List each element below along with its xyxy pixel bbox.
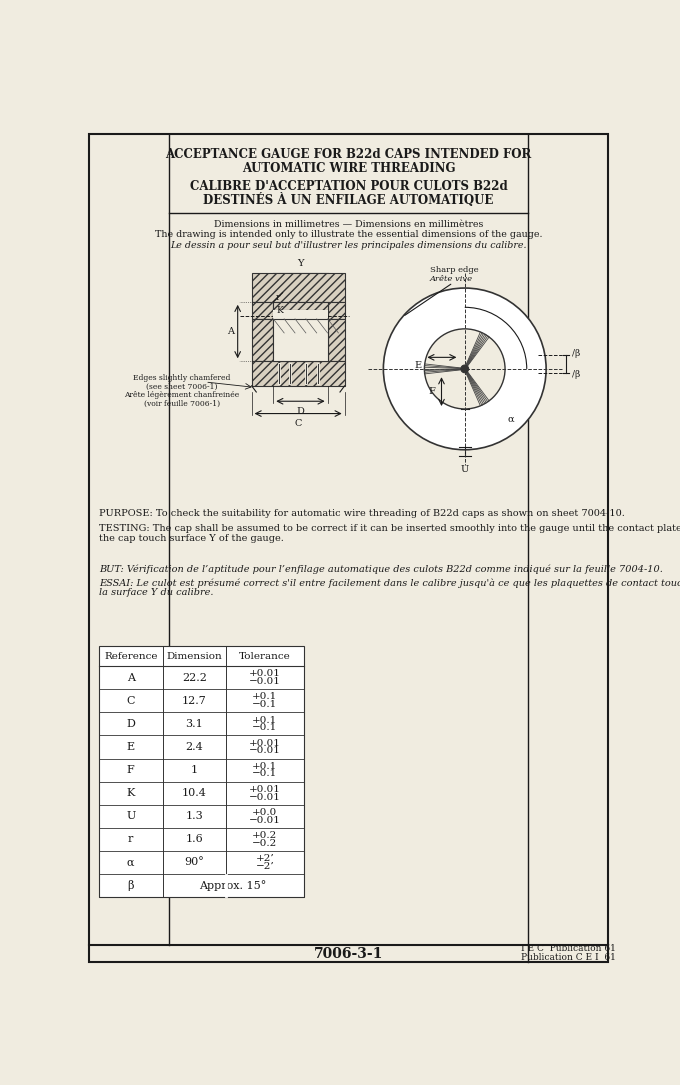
Text: the cap touch surface Y of the gauge.: the cap touch surface Y of the gauge. (99, 535, 284, 544)
Text: β: β (127, 880, 134, 891)
Bar (273, 319, 328, 361)
Text: −0.01: −0.01 (249, 816, 281, 825)
Text: Reference: Reference (104, 652, 158, 661)
Text: +0.01: +0.01 (249, 739, 281, 748)
Text: −0.01: −0.01 (249, 792, 281, 802)
Circle shape (424, 329, 505, 409)
Text: C: C (126, 695, 135, 705)
Text: +2’: +2’ (256, 854, 274, 864)
Bar (99, 646, 303, 897)
Text: 22.2: 22.2 (182, 673, 207, 682)
Text: U: U (126, 812, 135, 821)
Text: E: E (415, 361, 422, 370)
Bar (273, 309, 328, 319)
Text: F: F (127, 765, 135, 775)
Bar (252, 302, 273, 319)
Circle shape (461, 365, 469, 373)
Bar (328, 319, 345, 361)
Text: r: r (128, 834, 133, 844)
Text: −2’: −2’ (256, 861, 274, 871)
Text: /β: /β (573, 370, 581, 379)
Text: U: U (460, 465, 469, 474)
Text: D: D (126, 719, 135, 729)
Text: C: C (294, 419, 302, 427)
Text: α: α (127, 857, 135, 868)
Text: 12.7: 12.7 (182, 695, 207, 705)
Text: I E C  Publication 61: I E C Publication 61 (521, 944, 616, 954)
Text: Approx. 15°: Approx. 15° (199, 880, 267, 891)
Text: A: A (126, 673, 135, 682)
Text: /β: /β (573, 349, 581, 358)
Text: F: F (428, 387, 435, 396)
Text: PURPOSE: To check the suitability for automatic wire threading of B22d caps as s: PURPOSE: To check the suitability for au… (99, 509, 625, 518)
Text: +0.0: +0.0 (252, 808, 277, 817)
Text: (see sheet 7006-1): (see sheet 7006-1) (146, 383, 218, 391)
Text: −0.1: −0.1 (252, 724, 277, 732)
Text: TESTING: The cap shall be assumed to be correct if it can be inserted smoothly i: TESTING: The cap shall be assumed to be … (99, 524, 680, 534)
Text: K: K (277, 306, 284, 315)
Text: 3.1: 3.1 (186, 719, 203, 729)
Text: Y: Y (297, 259, 304, 268)
Text: +0.1: +0.1 (252, 692, 277, 701)
Text: −0.1: −0.1 (252, 700, 277, 710)
Text: Dimensions in millimetres — Dimensions en millimètres: Dimensions in millimetres — Dimensions e… (214, 219, 483, 229)
Text: Edges slightly chamfered: Edges slightly chamfered (133, 374, 231, 382)
Text: Arête vive: Arête vive (430, 275, 473, 283)
Text: 7006-3-1: 7006-3-1 (313, 947, 384, 961)
Text: CALIBRE D'ACCEPTATION POUR CULOTS B22d: CALIBRE D'ACCEPTATION POUR CULOTS B22d (190, 180, 507, 193)
Text: 10.4: 10.4 (182, 788, 207, 799)
Text: +0.2: +0.2 (252, 831, 277, 840)
Text: −0.1: −0.1 (252, 769, 277, 778)
Text: Arête légèrement chanfreinée: Arête légèrement chanfreinée (124, 392, 239, 399)
Text: la surface Y du calibre.: la surface Y du calibre. (99, 588, 214, 598)
Text: −0.01: −0.01 (249, 746, 281, 755)
Text: +0.1: +0.1 (252, 762, 277, 770)
Text: +0.01: +0.01 (249, 784, 281, 794)
Text: Dimension: Dimension (167, 652, 222, 661)
Text: +0.01: +0.01 (249, 669, 281, 678)
Text: −0.2: −0.2 (252, 839, 277, 847)
Text: Le dessin a pour seul but d'illustrer les principales dimensions du calibre.: Le dessin a pour seul but d'illustrer le… (170, 241, 527, 251)
Bar (252, 272, 345, 302)
Bar (252, 361, 345, 386)
Text: BUT: Vérification de l’aptitude pour l’enfilage automatique des culots B22d comm: BUT: Vérification de l’aptitude pour l’e… (99, 564, 663, 574)
Text: AUTOMATIC WIRE THREADING: AUTOMATIC WIRE THREADING (242, 162, 455, 175)
Bar (273, 302, 328, 309)
Text: Sharp edge: Sharp edge (430, 266, 479, 275)
Text: A: A (227, 327, 234, 336)
Text: r: r (275, 293, 280, 302)
Text: 2.4: 2.4 (186, 742, 203, 752)
Text: 1: 1 (190, 765, 198, 775)
Text: (voir feuille 7006-1): (voir feuille 7006-1) (143, 399, 220, 408)
Text: +0.1: +0.1 (252, 715, 277, 725)
Text: −0.01: −0.01 (249, 677, 281, 686)
Text: E: E (126, 742, 135, 752)
Bar (328, 302, 345, 319)
Text: α: α (508, 414, 515, 423)
Text: 1.3: 1.3 (186, 812, 203, 821)
Text: The drawing is intended only to illustrate the essential dimensions of the gauge: The drawing is intended only to illustra… (155, 230, 542, 240)
Text: Publication C E I  61: Publication C E I 61 (521, 954, 616, 962)
Bar (252, 319, 273, 361)
Text: 1.6: 1.6 (186, 834, 203, 844)
Text: ACCEPTANCE GAUGE FOR B22d CAPS INTENDED FOR: ACCEPTANCE GAUGE FOR B22d CAPS INTENDED … (165, 149, 532, 162)
Text: 90°: 90° (184, 857, 204, 868)
Text: DESTINÉS À UN ENFILAGE AUTOMATIQUE: DESTINÉS À UN ENFILAGE AUTOMATIQUE (203, 193, 494, 207)
Text: D: D (296, 407, 305, 416)
Text: ESSAI: Le culot est présumé correct s'il entre facilement dans le calibre jusqu': ESSAI: Le culot est présumé correct s'il… (99, 578, 680, 588)
Text: K: K (126, 788, 135, 799)
Text: Tolerance: Tolerance (239, 652, 290, 661)
Circle shape (384, 288, 546, 450)
